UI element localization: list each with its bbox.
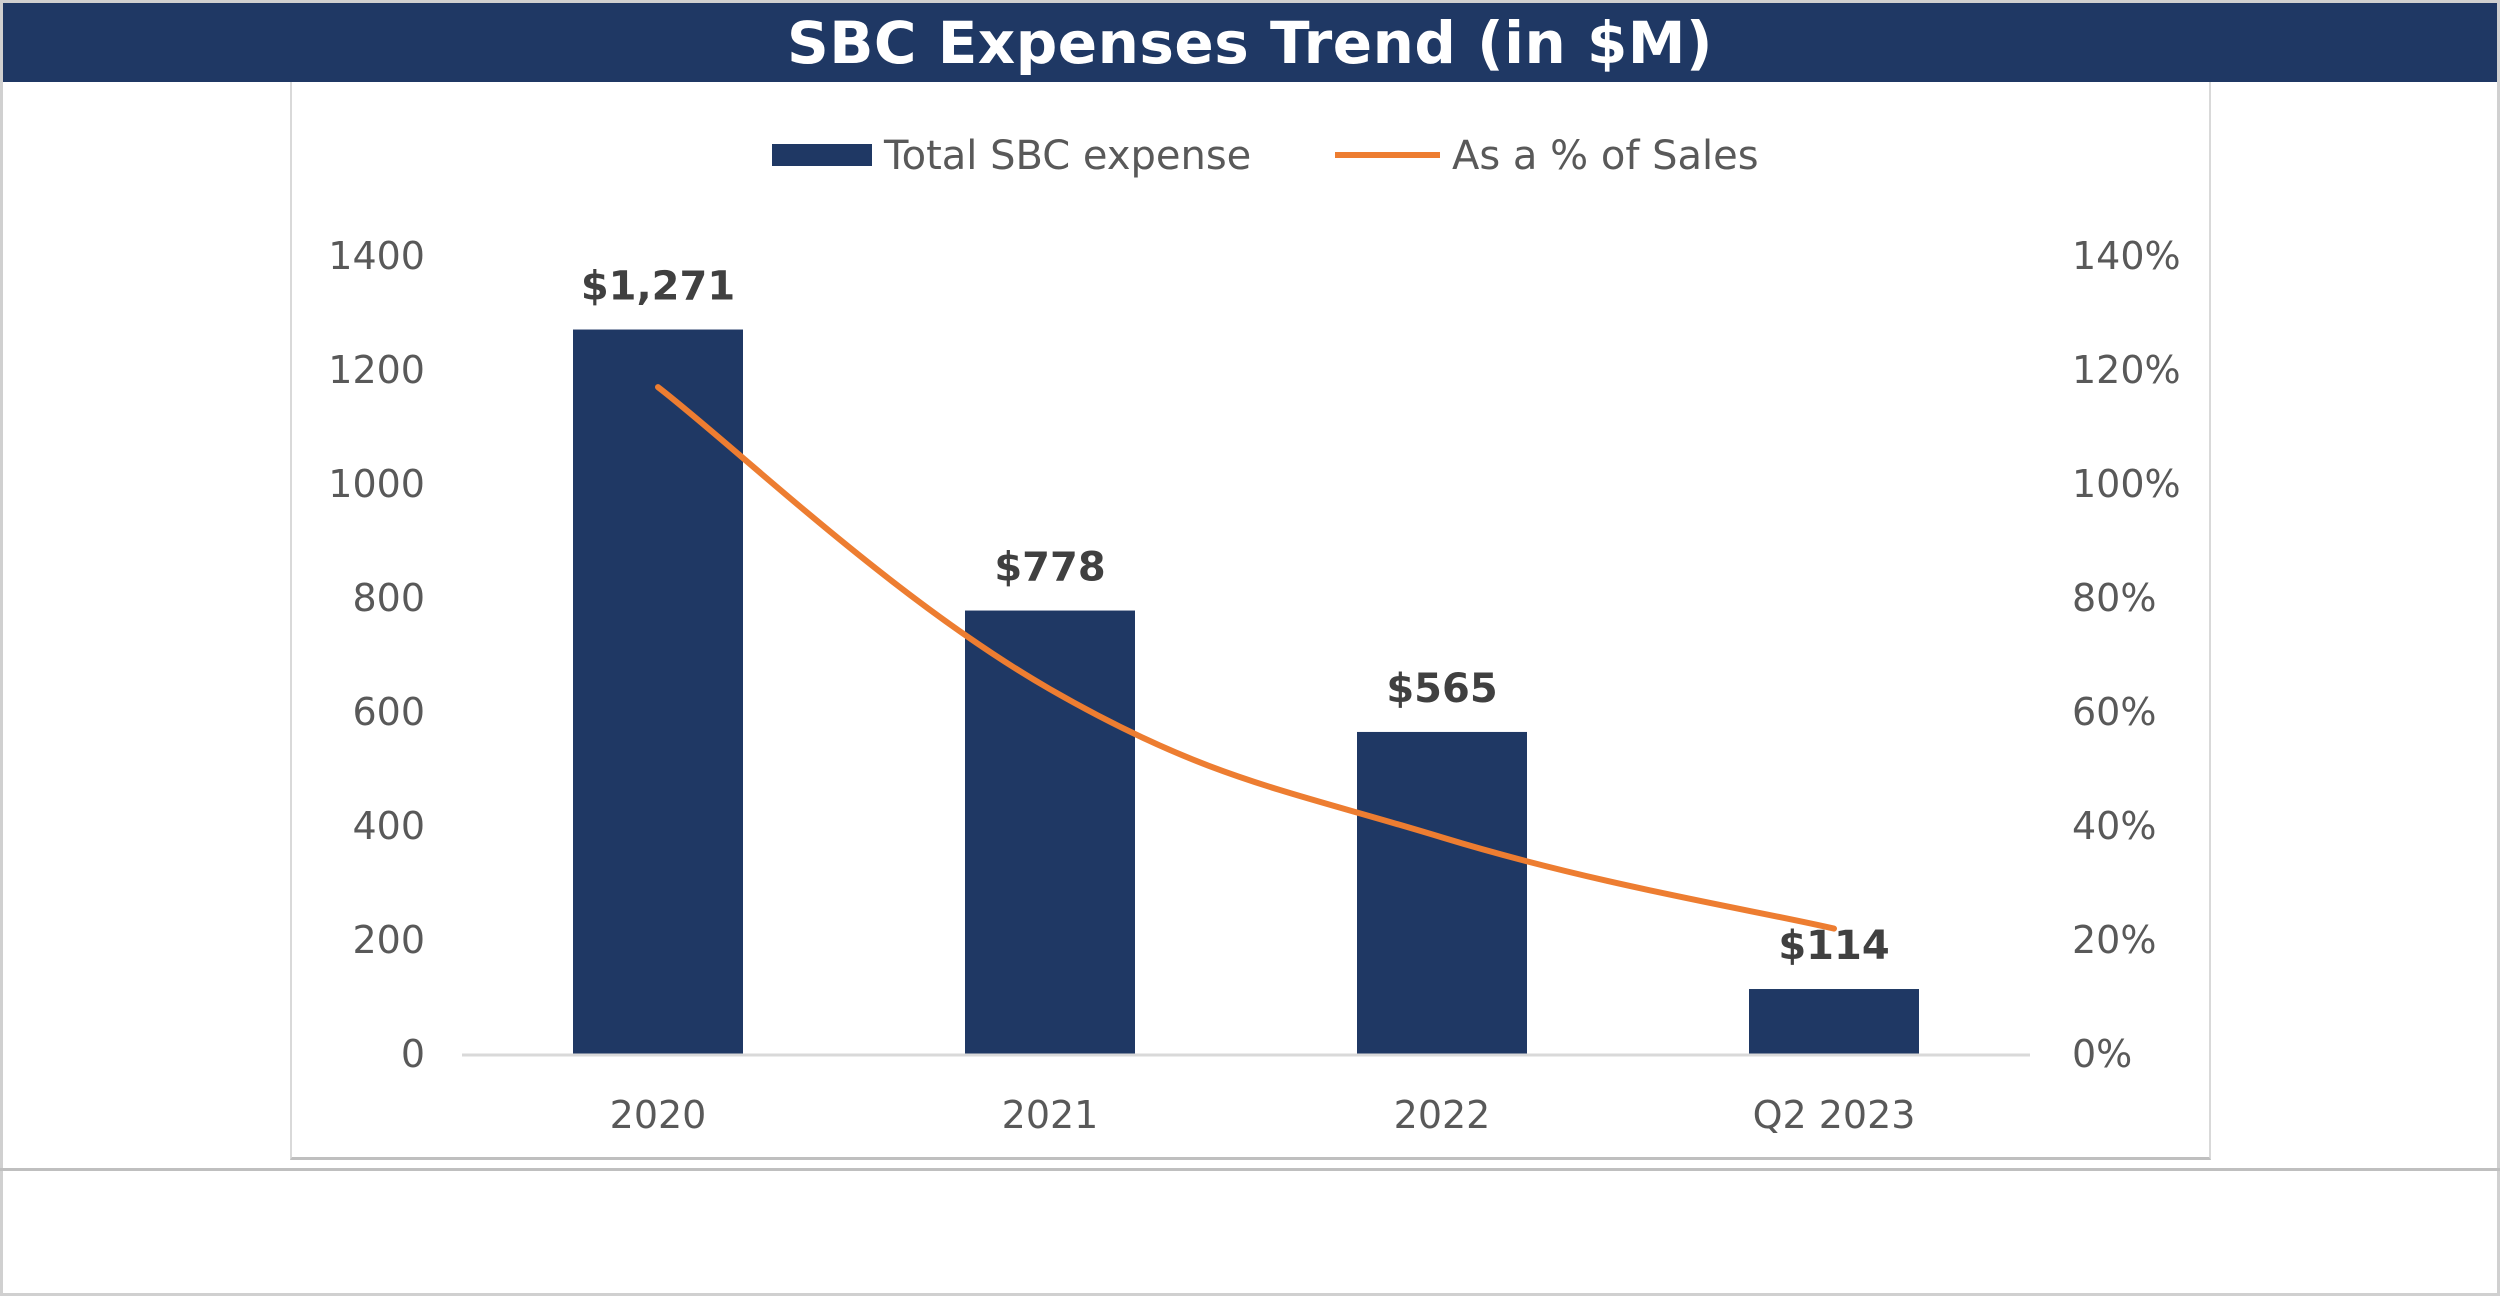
bar-data-label: $114	[1778, 923, 1889, 969]
y-right-tick-label: 20%	[2072, 918, 2156, 962]
y-left-tick-label: 200	[352, 918, 425, 962]
y-left-tick-label: 800	[352, 576, 425, 620]
chart-area-border	[290, 82, 2211, 1160]
bar-q2-2023	[1749, 989, 1919, 1054]
series-line-pct-of-sales	[655, 384, 1837, 932]
y-right-tick-label: 120%	[2072, 348, 2181, 392]
y-right-tick-label: 140%	[2072, 234, 2181, 278]
y-right-tick-label: 60%	[2072, 690, 2156, 734]
title-bar: SBC Expenses Trend (in $M)	[3, 3, 2497, 82]
bar-2022	[1357, 731, 1527, 1054]
y-left-tick-label: 600	[352, 690, 425, 734]
x-tick-label: Q2 2023	[1753, 1093, 1916, 1137]
x-tick-label: 2021	[1002, 1093, 1099, 1137]
x-tick-label: 2022	[1394, 1093, 1491, 1137]
y-left-tick-label: 1000	[328, 462, 425, 506]
bar-2021	[965, 610, 1135, 1054]
y-left-tick-label: 1200	[328, 348, 425, 392]
y-left-tick-label: 400	[352, 804, 425, 848]
bar-data-label: $565	[1386, 666, 1497, 712]
x-tick-label: 2020	[610, 1093, 707, 1137]
y-left-tick-label: 0	[401, 1032, 425, 1076]
y-left-tick-label: 1400	[328, 234, 425, 278]
legend-bar-label: Total SBC expense	[883, 133, 1251, 179]
y-right-tick-label: 40%	[2072, 804, 2156, 848]
y-right-tick-label: 80%	[2072, 576, 2156, 620]
y-right-tick-label: 0%	[2072, 1032, 2132, 1076]
legend-bar-swatch	[772, 144, 872, 166]
bar-data-label: $778	[994, 545, 1105, 591]
bar-2020	[573, 329, 743, 1054]
legend-line-label: As a % of Sales	[1452, 133, 1759, 179]
chart-title: SBC Expenses Trend (in $M)	[786, 8, 1714, 77]
y-right-tick-label: 100%	[2072, 462, 2181, 506]
bottom-divider	[0, 1168, 2500, 1171]
bar-data-label: $1,271	[581, 264, 735, 310]
